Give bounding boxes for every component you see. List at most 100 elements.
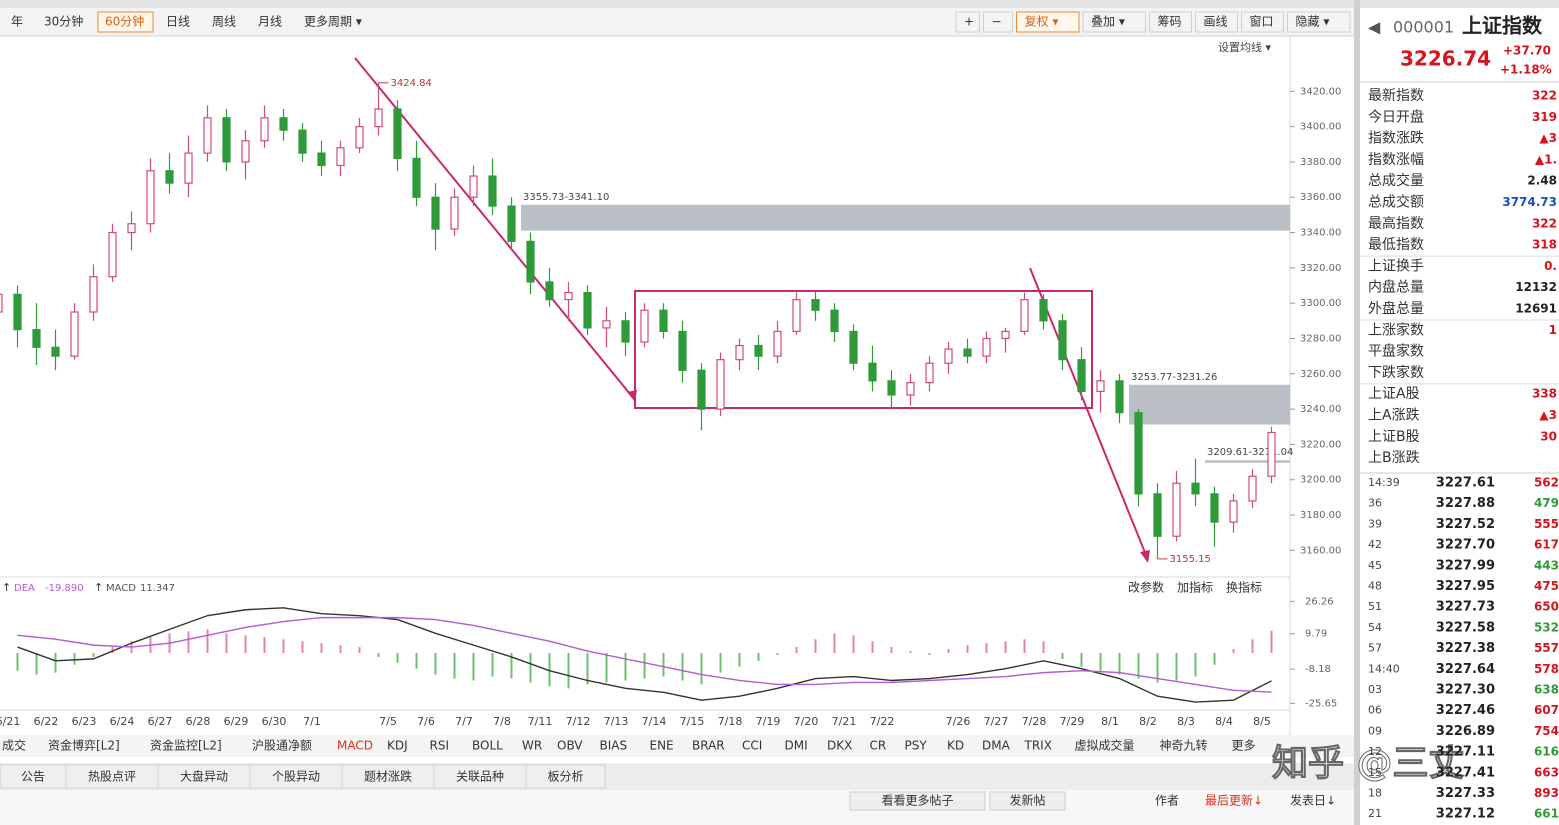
period-tab[interactable]: 周线 [212, 15, 236, 29]
macd-bar [35, 652, 38, 675]
candle-body [1039, 299, 1048, 322]
forum-item[interactable]: 作者 [1155, 794, 1179, 808]
trade-time: 45 [1368, 559, 1382, 572]
trade-volume: 754 [1534, 724, 1559, 738]
trade-price: 3227.70 [1436, 538, 1495, 553]
forum-item[interactable]: 发表日↓ [1290, 793, 1336, 808]
info-tab[interactable]: 题材涨跌 [364, 769, 412, 784]
info-tab[interactable]: 板分析 [547, 770, 583, 784]
indicator-tab[interactable]: KDJ [387, 739, 408, 753]
indicator-tab[interactable]: BOLL [472, 739, 503, 753]
field-value: 322 [1532, 89, 1557, 103]
candle-body [1153, 493, 1162, 537]
gap-zone [1129, 384, 1290, 425]
period-tab[interactable]: 30分钟 [44, 14, 83, 29]
macd-bar [871, 641, 874, 653]
indicator-tab[interactable]: 更多 [1232, 739, 1256, 753]
tool-button[interactable]: 叠加 ▾ [1091, 15, 1125, 29]
forum-item[interactable]: 发新帖 [1009, 793, 1045, 808]
period-tab[interactable]: 年 [11, 15, 23, 29]
indicator-tab[interactable]: 资金监控[L2] [150, 738, 222, 753]
period-tab[interactable]: 日线 [166, 15, 190, 29]
zone-label: 3355.73-3341.10 [523, 192, 609, 203]
indicator-tab[interactable]: 资金博弈[L2] [48, 738, 120, 753]
indicator-tab[interactable]: 沪股通净额 [252, 739, 312, 753]
indicator-bar [0, 735, 1354, 757]
range-box [634, 290, 1093, 409]
ma-setting[interactable]: 设置均线 ▾ [1218, 40, 1271, 54]
trade-volume: 616 [1534, 745, 1559, 759]
info-tab[interactable]: 大盘异动 [180, 769, 228, 784]
indicator-tab[interactable]: CR [870, 739, 887, 753]
zone-label: 3253.77-3231.26 [1131, 372, 1217, 383]
indicator-tab[interactable]: DMI [785, 739, 808, 753]
trade-volume: 663 [1534, 765, 1559, 779]
indicator-tab[interactable]: OBV [557, 739, 583, 753]
indicator-tab[interactable]: CCI [742, 739, 762, 753]
info-tab[interactable]: 公告 [21, 770, 45, 784]
candle-body [1020, 299, 1029, 333]
macd-bar [358, 647, 361, 653]
candle-body [412, 157, 421, 198]
indicator-tab[interactable]: MACD [337, 739, 373, 753]
indicator-tab[interactable]: 成交 [2, 738, 26, 753]
indicator-tab[interactable]: WR [522, 739, 542, 753]
period-tab[interactable]: 60分钟 [105, 14, 144, 29]
tool-button[interactable]: 筹码 [1158, 15, 1182, 29]
field-value: ▲3 [1539, 408, 1557, 422]
back-arrow[interactable]: ◀ [1368, 18, 1381, 37]
indicator-tab[interactable]: BIAS [600, 739, 628, 753]
indicator-tab[interactable]: BRAR [692, 739, 725, 753]
tool-button[interactable]: − [992, 15, 1002, 29]
indicator-tab[interactable]: DMA [982, 739, 1011, 753]
indicator-tab[interactable]: KD [947, 739, 964, 753]
x-tick-label: 6/21 [0, 715, 20, 728]
candle-body [602, 320, 611, 329]
candle-body [450, 196, 459, 230]
candle-body [830, 309, 839, 333]
field-value: 12132 [1515, 280, 1557, 294]
tool-button[interactable]: 复权 ▾ [1025, 15, 1059, 29]
macd-bar [738, 652, 741, 667]
indicator-tab[interactable]: TRIX [1024, 739, 1052, 753]
candle-body [982, 337, 991, 357]
indicator-tab[interactable]: PSY [905, 739, 928, 753]
tool-button[interactable]: + [964, 15, 974, 29]
zone-label: 3209.61-3211.04 [1207, 447, 1293, 458]
field-value: 0. [1544, 259, 1557, 273]
candle-body [260, 117, 269, 142]
panel-button[interactable]: 换指标 [1226, 580, 1262, 595]
tool-button[interactable]: 画线 [1204, 15, 1228, 29]
candle-body [792, 299, 801, 333]
candle-body [355, 126, 364, 149]
tool-button[interactable]: 窗口 [1250, 15, 1274, 29]
info-tab[interactable]: 热股点评 [88, 770, 136, 784]
period-tab[interactable]: 更多周期 ▾ [304, 15, 362, 29]
tool-button[interactable]: 隐藏 ▾ [1296, 15, 1330, 29]
field-value: 322 [1532, 216, 1557, 230]
trade-price: 3227.33 [1436, 786, 1495, 801]
info-tab[interactable]: 关联品种 [456, 770, 504, 784]
indicator-tab[interactable]: 神奇九转 [1160, 738, 1208, 753]
tool-box [1195, 11, 1238, 33]
period-tab[interactable]: 月线 [258, 15, 282, 29]
indicator-tab[interactable]: DKX [827, 739, 852, 753]
indicator-tab[interactable]: 虚拟成交量 [1075, 738, 1135, 753]
y-tick-label: 3220.00 [1300, 439, 1341, 450]
panel-button[interactable]: 加指标 [1177, 580, 1213, 595]
x-tick-label: 8/5 [1253, 715, 1271, 728]
candle-body [697, 369, 706, 410]
trade-volume: 443 [1534, 558, 1559, 572]
indicator-tab[interactable]: RSI [430, 739, 450, 753]
info-tab[interactable]: 个股异动 [272, 770, 320, 784]
indicator-tab[interactable]: ENE [650, 739, 674, 753]
forum-item[interactable]: 看看更多帖子 [881, 793, 953, 808]
panel-button[interactable]: 改参数 [1128, 580, 1164, 595]
trade-volume: 661 [1534, 807, 1559, 821]
field-name: 上涨家数 [1368, 321, 1424, 338]
forum-item[interactable]: 最后更新↓ [1205, 793, 1263, 808]
y-tick-label: 3400.00 [1300, 122, 1341, 133]
candle-body [1229, 500, 1238, 523]
candle-body [70, 311, 79, 357]
candle-body [1001, 330, 1010, 340]
